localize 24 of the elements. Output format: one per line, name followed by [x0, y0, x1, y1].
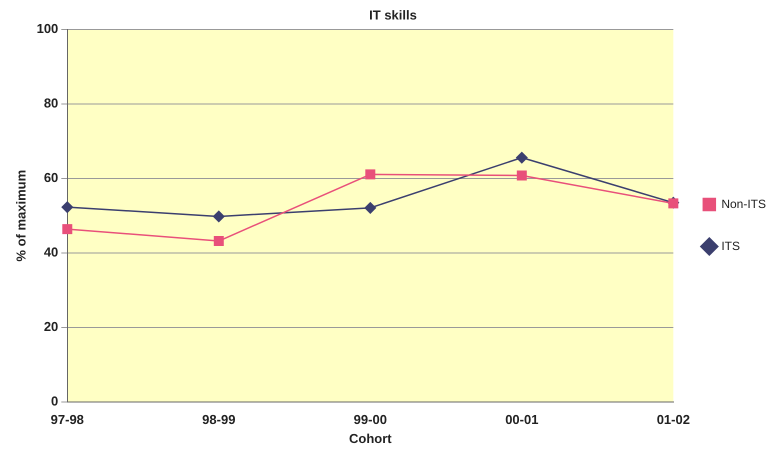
x-axis-title: Cohort [349, 430, 392, 446]
y-tick-label: 0 [51, 393, 58, 408]
x-tick-label: 01-02 [656, 412, 690, 428]
y-tick-label: 80 [44, 96, 58, 111]
point [365, 169, 376, 180]
legend-label: ITS [721, 238, 740, 253]
point [516, 152, 528, 164]
y-tick-label: 20 [44, 318, 58, 334]
y-axis-title: % of maximum [13, 170, 28, 262]
point [62, 224, 72, 234]
point [364, 202, 376, 214]
x-tick-label: 97-98 [50, 412, 84, 428]
point [62, 201, 74, 213]
point [516, 170, 527, 180]
x-tick-label: 99-00 [354, 412, 387, 428]
y-tick-label: 100 [36, 21, 58, 36]
x-tick-label: 98-99 [202, 412, 236, 428]
point [213, 210, 225, 222]
point [214, 236, 224, 246]
y-tick-label: 60 [44, 170, 58, 186]
y-tick-label: 40 [44, 244, 58, 260]
x-tick-label: 00-01 [505, 412, 538, 428]
chart-title: IT skills [369, 7, 417, 22]
legend-label: Non-ITS [721, 196, 766, 211]
